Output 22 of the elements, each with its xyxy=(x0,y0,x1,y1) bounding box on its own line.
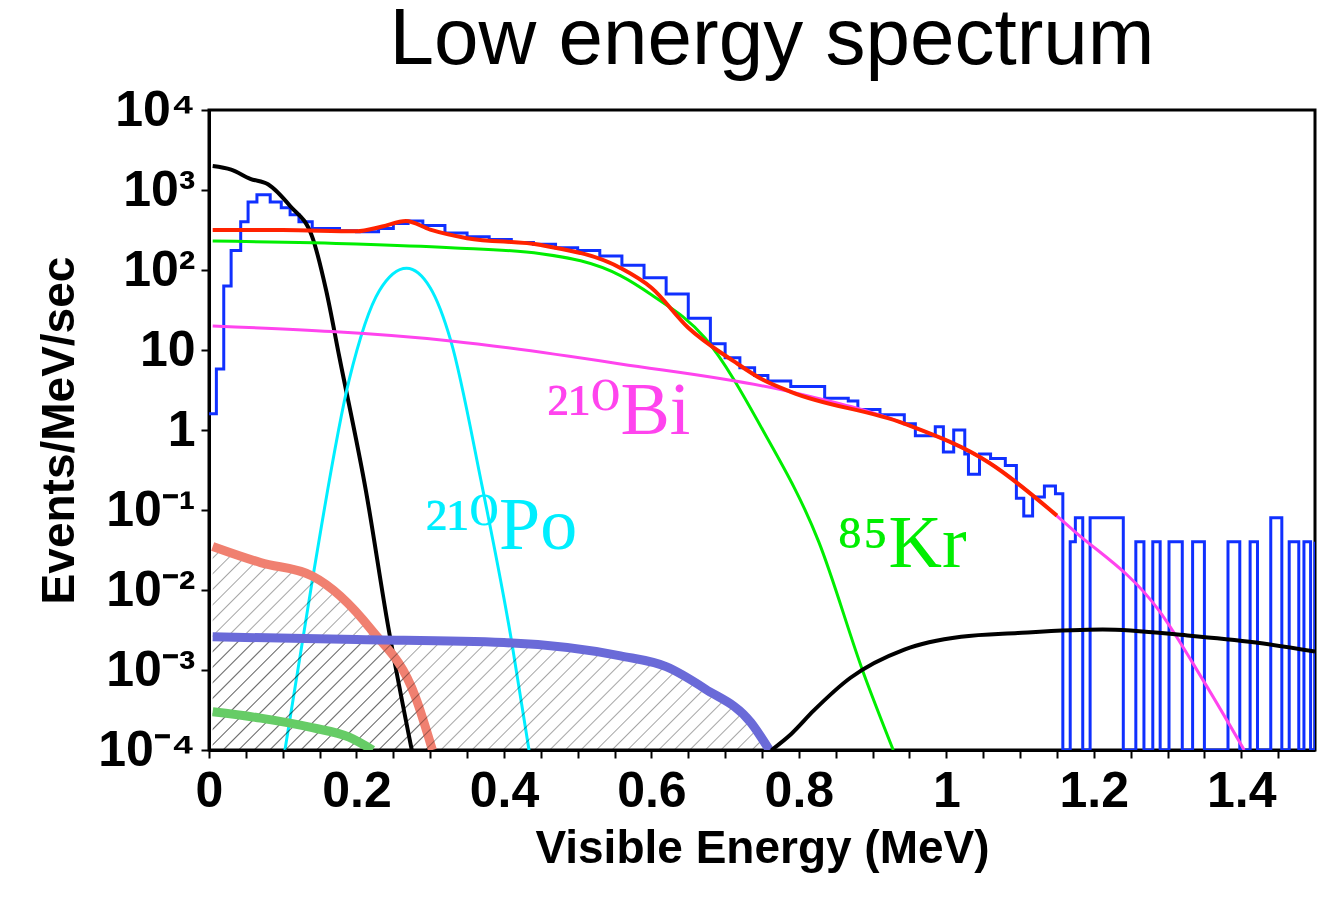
x-tick-label: 1.2 xyxy=(1059,761,1130,818)
y-tick-label: 10³ xyxy=(123,160,196,217)
y-tick-label: 10⁻⁴ xyxy=(98,720,196,777)
x-tick-label: 0.4 xyxy=(469,761,540,818)
y-tick-label: 10⁻² xyxy=(106,560,196,617)
y-tick-label: 10⁻¹ xyxy=(106,480,196,537)
chart-title: Low energy spectrum xyxy=(389,0,1155,81)
y-tick-label: 10⁻³ xyxy=(106,640,196,697)
x-tick-label: 1.4 xyxy=(1207,761,1277,818)
y-tick-label: 1 xyxy=(167,400,196,457)
y-tick-label: 10⁴ xyxy=(115,80,196,137)
x-tick-label: 0.8 xyxy=(764,761,835,818)
x-axis-title: Visible Energy (MeV) xyxy=(535,820,990,873)
series-label: ²¹⁰Bi xyxy=(546,367,691,450)
series-label: ⁸⁵Kr xyxy=(836,500,967,583)
x-tick-label: 0 xyxy=(195,761,224,818)
y-axis-title: Events/MeV/sec xyxy=(32,256,85,605)
x-tick-label: 0.6 xyxy=(617,761,687,818)
y-tick-label: 10² xyxy=(123,240,196,297)
y-tick-label: 10 xyxy=(139,320,196,377)
x-tick-label: 0.2 xyxy=(322,761,392,818)
x-tick-label: 1 xyxy=(932,761,961,818)
